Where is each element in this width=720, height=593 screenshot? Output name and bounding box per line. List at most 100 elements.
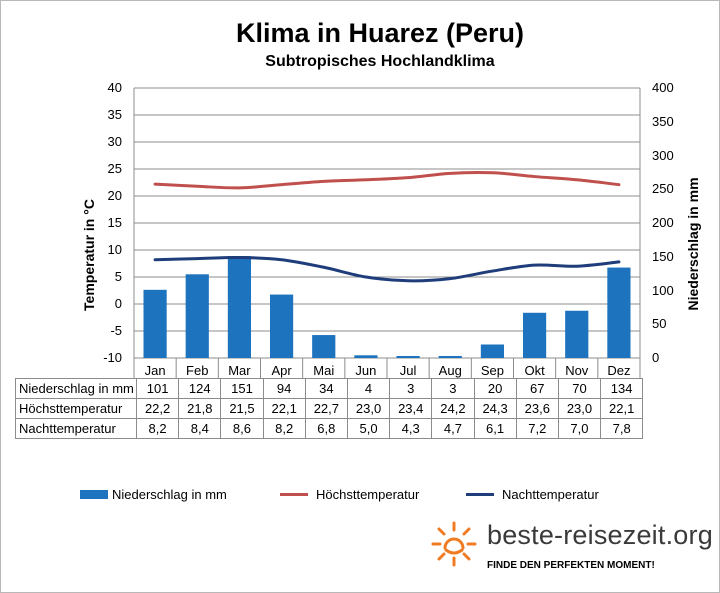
x-tick-label: Jun [355,363,376,378]
table-cell: 22,7 [304,398,348,419]
precip-bar [227,256,252,358]
precip-bar [565,310,589,358]
x-tick-label: Feb [186,363,208,378]
table-cell: 7,2 [515,418,559,439]
table-row-label: Niederschlag in mm [15,378,137,399]
legend-swatch-night-temp [466,493,494,496]
y-tick-right: 400 [652,80,674,95]
sun-icon [431,521,477,567]
table-cell: 3 [431,378,475,399]
x-tick-label: Mar [228,363,251,378]
y-tick-left: 30 [107,134,122,149]
x-tick-label: Dez [607,363,630,378]
y-tick-left: 15 [107,215,122,230]
max-temp-line [153,170,621,190]
x-tick-label: Sep [481,363,504,378]
table-cell: 67 [515,378,559,399]
table-cell: 6,8 [304,418,348,439]
x-tick-label: Jul [400,363,417,378]
brand-name: beste-reisezeit.org [487,520,713,550]
table-cell: 34 [304,378,348,399]
table-cell: 101 [135,378,180,399]
table-cell: 8,6 [220,418,264,439]
y-tick-right: 350 [652,113,674,129]
table-cell: 24,3 [473,398,517,419]
y-tick-left: 40 [107,80,122,95]
table-cell: 134 [600,378,644,399]
table-row: Niederschlag in mm 101 124 151 94 34 4 3 3 20 67 70… [15,378,644,399]
chart-subtitle: Subtropisches Hochlandklima [265,53,495,70]
precip-bar [438,355,462,358]
precip-bar [269,294,294,358]
table-cell: 8,2 [262,418,306,439]
y-tick-left: 35 [107,107,122,122]
legend-item-precip: Niederschlag in mm [80,487,227,502]
table-cell: 4 [346,378,391,399]
table-row: Nachttemperatur 8,2 8,4 8,6 8,2 6,8 5,0 4,3 4,7 6… [15,418,644,439]
y-tick-left: -10 [103,350,122,365]
x-tick-label: Okt [524,363,545,378]
y-tick-left: -5 [110,323,122,338]
precip-bar [396,355,420,358]
y-tick-right: 0 [652,350,660,365]
table-cell: 8,2 [135,418,180,439]
precip-bar [522,312,547,358]
table-cell: 124 [178,378,222,399]
table-cell: 23,0 [346,398,391,419]
y-tick-left: 0 [114,296,122,311]
precip-bar [185,274,209,358]
y-tick-left: 5 [114,269,122,284]
y-tick-right: 200 [652,215,674,230]
legend-swatch-precip [80,490,108,499]
table-cell: 5,0 [346,418,391,439]
table-row-label: Nachttemperatur [15,418,137,439]
precip-bar [143,289,167,358]
table-cell: 8,4 [178,418,222,439]
table-cell: 6,1 [473,418,517,439]
table-cell: 94 [262,378,306,399]
brand-slogan: FINDE DEN PERFEKTEN MOMENT! [487,560,655,571]
table-cell: 22,1 [262,398,306,419]
y-tick-left: 25 [107,161,122,176]
precip-bar [354,355,378,358]
y-tick-right: 50 [652,316,667,332]
table-cell: 4,3 [389,418,433,439]
y-tick-right: 250 [652,181,674,197]
x-tick-label: Apr [271,363,292,378]
legend-label-precip: Niederschlag in mm [112,487,227,502]
table-row-label: Höchsttemperatur [15,398,137,419]
table-cell: 23,0 [557,398,602,419]
y-tick-right: 300 [652,147,674,163]
table-cell: 151 [220,378,264,399]
night-temp-line [153,256,621,283]
table-cell: 20 [473,378,517,399]
legend-label-max-temp: Höchsttemperatur [316,487,420,502]
table-cell: 21,8 [178,398,222,419]
legend-swatch-max-temp [280,493,308,496]
y-tick-left: 20 [107,188,122,203]
table-cell: 7,0 [557,418,602,439]
y-tick-left: 10 [107,242,122,257]
y-tick-right: 150 [652,248,674,264]
table-cell: 22,2 [135,398,180,419]
table-cell: 23,6 [515,398,559,419]
precip-bar [480,344,505,358]
precip-bar [312,335,336,358]
chart-title: Klima in Huarez (Peru) [235,18,525,48]
x-tick-label: Jan [145,363,166,378]
data-table: Niederschlag in mm 101 124 151 94 34 4 3 3 20 67 70… [15,378,644,439]
legend-label-night-temp: Nachttemperatur [502,487,599,502]
table-cell: 21,5 [220,398,264,419]
table-cell: 70 [557,378,602,399]
table-cell: 3 [389,378,433,399]
table-cell: 24,2 [431,398,475,419]
x-tick-label: Mai [313,363,334,378]
x-tick-label: Aug [439,363,462,378]
table-row: Höchsttemperatur 22,2 21,8 21,5 22,1 22,7 23,0… [15,398,644,419]
legend-item-night-temp: Nachttemperatur [466,487,599,502]
y-tick-right: 100 [652,282,674,298]
table-cell: 7,8 [600,418,644,439]
precip-bar [607,267,631,358]
table-cell: 23,4 [389,398,433,419]
